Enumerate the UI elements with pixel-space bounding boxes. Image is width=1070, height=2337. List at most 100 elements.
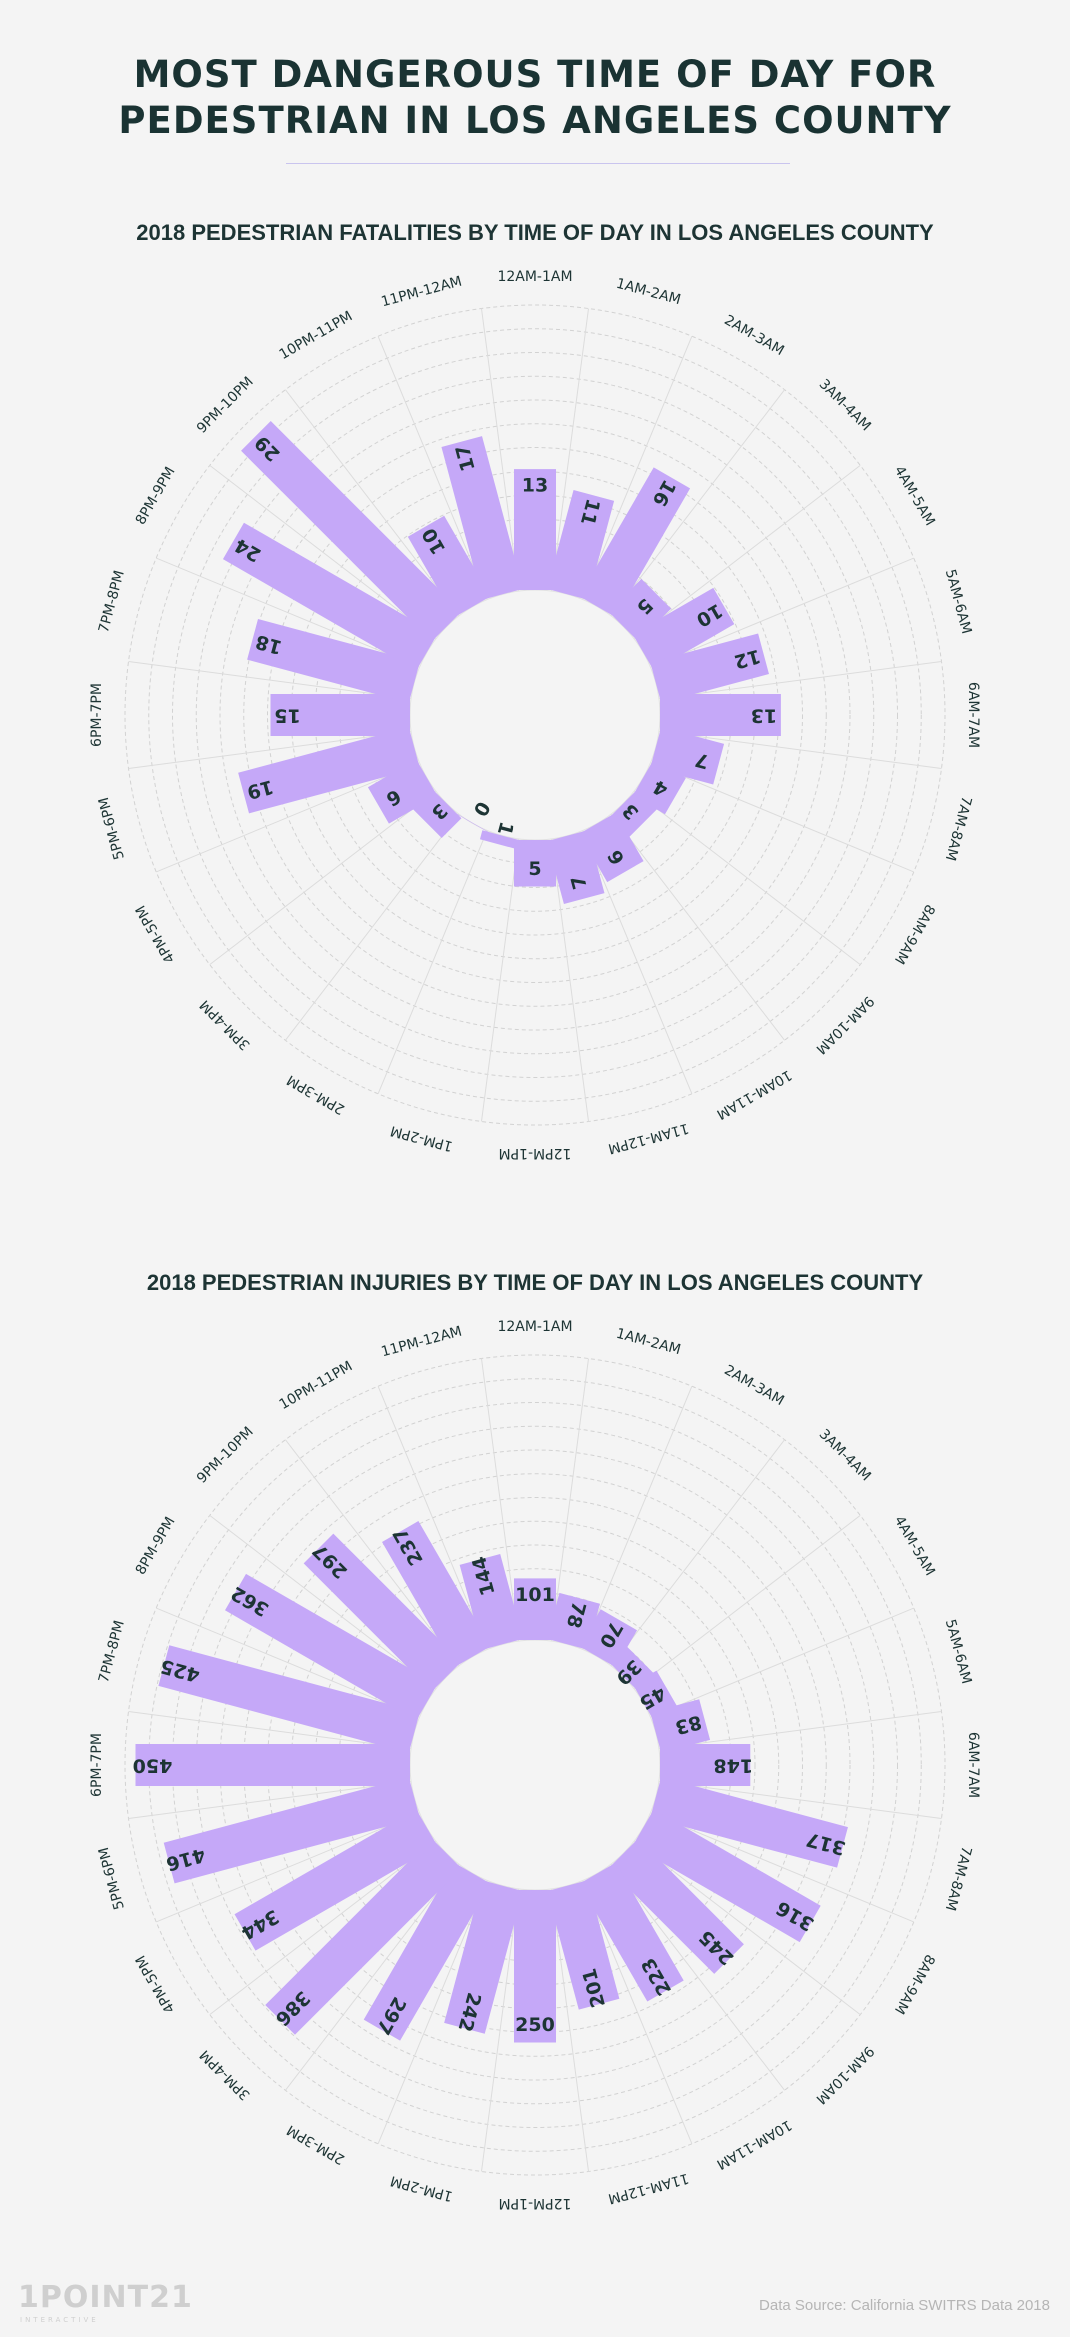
fatalities-bar-group: 12 [650, 633, 769, 703]
injuries-category-label: 12PM-1PM [499, 2195, 572, 2210]
injuries-category-label-group: 8AM-9AM [891, 1951, 938, 2016]
fatalities-grid-spoke [650, 762, 914, 873]
injuries-category-label-group: 5AM-6AM [942, 1618, 975, 1686]
fatalities-category-label: 10AM-11AM [714, 1066, 795, 1122]
injuries-category-label-group: 6PM-7PM [89, 1733, 105, 1797]
fatalities-bar [222, 522, 438, 671]
injuries-grid-spoke [156, 1812, 420, 1923]
fatalities-bar [547, 490, 615, 600]
injuries-grid-spoke [480, 1888, 520, 2172]
injuries-category-label-group: 10AM-11AM [714, 2116, 795, 2172]
injuries-category-label: 10AM-11AM [714, 2116, 795, 2172]
injuries-category-label-group: 12AM-1AM [497, 1319, 572, 1335]
injuries-category-label-group: 4AM-5AM [891, 1513, 938, 1578]
fatalities-category-label: 4AM-5AM [891, 463, 938, 528]
fatalities-bar [514, 469, 556, 590]
injuries-category-label-group: 2PM-3PM [284, 2121, 347, 2167]
injuries-category-label: 3PM-4PM [197, 2046, 254, 2103]
injuries-bar [303, 1533, 462, 1692]
fatalities-grid-spoke [650, 557, 914, 668]
fatalities-category-label-group: 5AM-6AM [942, 568, 975, 636]
injuries-bar [514, 1890, 556, 2043]
fatalities-category-label: 12PM-1PM [499, 1145, 572, 1160]
injuries-bar [234, 1809, 438, 1951]
fatalities-category-label-group: 8AM-9AM [891, 901, 938, 966]
fatalities-category-label: 11AM-12PM [606, 1120, 690, 1157]
page-title-line2: PEDESTRIAN IN LOS ANGELES COUNTY [118, 99, 952, 142]
fatalities-category-label-group: 8PM-9PM [133, 464, 179, 527]
injuries-grid-spoke [156, 1607, 420, 1718]
fatalities-grid-spoke [550, 838, 590, 1122]
fatalities-category-label-group: 6PM-7PM [89, 683, 105, 747]
injuries-grid-spoke [610, 1863, 785, 2091]
page-title: MOST DANGEROUS TIME OF DAY FOR PEDESTRIA… [0, 52, 1070, 144]
injuries-bar-group: 450 [133, 1744, 410, 1786]
injuries-bar-group: 83 [650, 1699, 711, 1753]
injuries-data-label: 250 [515, 2014, 555, 2036]
title-divider [286, 163, 790, 164]
fatalities-category-label: 6AM-7AM [965, 682, 981, 748]
injuries-category-label: 8AM-9AM [891, 1951, 938, 2016]
fatalities-grid-spoke [209, 465, 437, 640]
injuries-bar-group: 144 [459, 1554, 523, 1650]
injuries-bar-group: 237 [382, 1521, 491, 1668]
injuries-category-label: 4PM-5PM [133, 1952, 179, 2015]
injuries-bar-group: 317 [650, 1777, 848, 1868]
fatalities-bar [270, 694, 410, 736]
injuries-category-label: 9AM-10AM [813, 2043, 877, 2107]
injuries-bar-group: 316 [632, 1809, 821, 1943]
fatalities-category-label: 8AM-9AM [891, 901, 938, 966]
fatalities-bar-group: 10 [407, 515, 491, 618]
injuries-grid-spoke [285, 1439, 460, 1667]
injuries-category-label: 6AM-7AM [965, 1732, 981, 1798]
fatalities-data-label: 7 [567, 873, 592, 891]
fatalities-grid-spoke [550, 308, 590, 592]
fatalities-grid-spoke [658, 660, 942, 700]
fatalities-chart-title: 2018 PEDESTRIAN FATALITIES BY TIME OF DA… [136, 220, 934, 245]
injuries-grid-spoke [633, 1515, 861, 1690]
fatalities-category-label-group: 11AM-12PM [606, 1120, 690, 1157]
injuries-bar [650, 1777, 848, 1868]
fatalities-grid-ring [124, 304, 946, 1126]
injuries-bar [135, 1744, 410, 1786]
fatalities-category-label-group: 4PM-5PM [133, 902, 179, 965]
fatalities-category-label: 9PM-10PM [194, 374, 257, 437]
fatalities-bar-group: 10 [632, 587, 735, 671]
fatalities-category-label-group: 9AM-10AM [813, 993, 877, 1057]
injuries-radial-chart: 1017870394583148317316245223201250242297… [89, 1319, 981, 2210]
injuries-category-label-group: 12PM-1PM [499, 2195, 572, 2210]
fatalities-category-label-group: 1PM-2PM [389, 1122, 455, 1154]
fatalities-grid-ring [148, 328, 922, 1102]
fatalities-category-label: 7AM-8AM [942, 794, 975, 862]
fatalities-category-label: 9AM-10AM [813, 993, 877, 1057]
fatalities-category-label-group: 4AM-5AM [891, 463, 938, 528]
fatalities-bar [650, 633, 769, 703]
fatalities-data-label: 15 [274, 705, 300, 727]
injuries-category-label: 2AM-3AM [721, 1362, 786, 1409]
fatalities-category-label: 5AM-6AM [942, 568, 975, 636]
fatalities-category-label-group: 12PM-1PM [499, 1145, 572, 1160]
injuries-category-label: 7AM-8AM [942, 1844, 975, 1912]
injuries-category-label-group: 5PM-6PM [96, 1845, 128, 1911]
fatalities-grid-ring [243, 423, 827, 1007]
injuries-data-label: 148 [713, 1755, 753, 1777]
injuries-category-label-group: 3AM-4AM [816, 1426, 874, 1484]
fatalities-grid-spoke [480, 838, 520, 1122]
fatalities-grid-spoke [156, 557, 420, 668]
fatalities-bar-group: 24 [222, 522, 438, 671]
fatalities-grid-spoke [156, 762, 420, 873]
injuries-category-label-group: 4PM-5PM [133, 1952, 179, 2015]
injuries-grid-spoke [209, 1840, 437, 2015]
injuries-category-label: 11PM-12AM [380, 1323, 464, 1360]
fatalities-category-label: 1AM-2AM [614, 276, 682, 309]
injuries-bar [650, 1699, 711, 1753]
company-logo: 1POINT21 [18, 2280, 193, 2315]
injuries-bar-group: 101 [514, 1578, 556, 1640]
fatalities-grid-ring [172, 352, 898, 1078]
injuries-category-label-group: 9PM-10PM [194, 1424, 257, 1487]
injuries-grid-spoke [285, 1863, 460, 2091]
fatalities-grid-spoke [610, 389, 785, 617]
fatalities-grid-spoke [582, 830, 693, 1094]
injuries-category-label-group: 7PM-8PM [96, 1619, 128, 1685]
fatalities-data-label: 7 [693, 748, 711, 773]
